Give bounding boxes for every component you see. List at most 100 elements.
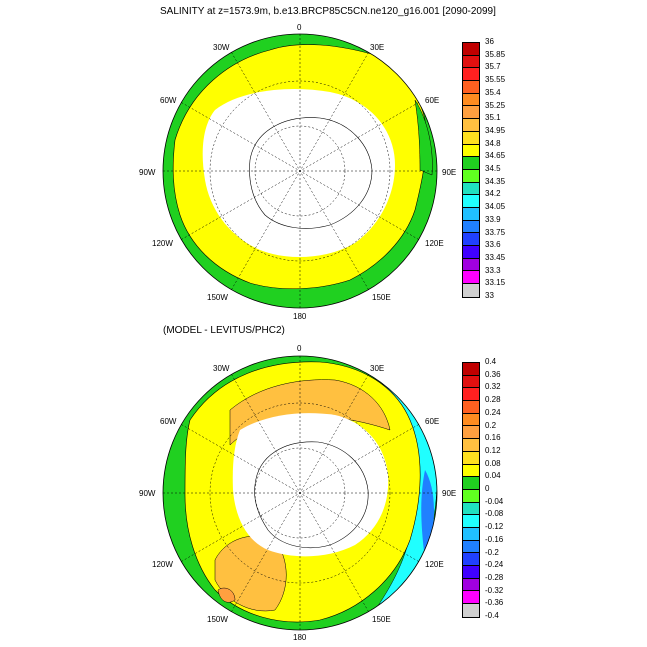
colorbar-cell <box>463 375 479 389</box>
colorbar-cell <box>463 271 479 285</box>
colorbar-label: 0.24 <box>485 407 501 417</box>
colorbar-cell <box>463 604 479 617</box>
colorbar-cell <box>463 502 479 516</box>
colorbar-label: 34.35 <box>485 176 506 186</box>
colorbar-cell <box>463 527 479 541</box>
colorbar-cell <box>463 93 479 107</box>
colorbar-cell <box>463 388 479 402</box>
colorbar-label: -0.16 <box>485 534 504 544</box>
colorbar-cell <box>463 451 479 465</box>
p1-lon-30e: 30E <box>370 43 384 52</box>
p1-lon-90w: 90W <box>139 168 156 177</box>
panel2-field <box>163 356 437 630</box>
colorbar-label: 35.55 <box>485 75 506 85</box>
p1-lon-30w: 30W <box>213 43 230 52</box>
p1-lon-0: 0 <box>297 23 302 32</box>
p2-lon-120w: 120W <box>152 560 173 569</box>
colorbar-cell <box>463 477 479 490</box>
colorbar-label: 36 <box>485 37 494 46</box>
colorbar-label: 35.85 <box>485 49 506 59</box>
panel1-title: SALINITY at z=1573.9m, b.e13.BRCP85C5CN.… <box>160 6 496 17</box>
colorbar-label: 0.08 <box>485 458 501 468</box>
p1-lon-120e: 120E <box>425 239 444 248</box>
colorbar-label: 0.2 <box>485 420 497 430</box>
colorbar-label: 0 <box>485 484 490 493</box>
colorbar-cell <box>463 144 479 158</box>
p1-lon-90e: 90E <box>442 168 456 177</box>
p2-lon-150e: 150E <box>372 615 391 624</box>
colorbar-label: -0.28 <box>485 572 504 582</box>
colorbar-label: -0.4 <box>485 611 499 620</box>
colorbar-cell <box>463 195 479 208</box>
colorbar-cell <box>463 515 479 528</box>
colorbar-label: 34.95 <box>485 125 506 135</box>
colorbar-cell <box>463 401 479 414</box>
panel2-graticule <box>163 356 437 630</box>
colorbar-label: 33.75 <box>485 227 506 237</box>
colorbar-label: 33.45 <box>485 252 506 262</box>
colorbar-label: -0.32 <box>485 585 504 595</box>
colorbar-label: 34.65 <box>485 151 506 161</box>
colorbar-label: 0.12 <box>485 445 501 455</box>
colorbar-cell <box>463 553 479 566</box>
colorbar-label: 35.25 <box>485 100 506 110</box>
colorbar-cell <box>463 131 479 145</box>
p2-lon-150w: 150W <box>207 615 228 624</box>
panel1-graticule <box>163 34 437 308</box>
colorbar-label: 34.05 <box>485 202 506 212</box>
colorbar-cell <box>463 566 479 579</box>
colorbar-label: 33.3 <box>485 265 501 275</box>
p2-lon-90w: 90W <box>139 489 156 498</box>
colorbar-label: 33.6 <box>485 240 501 250</box>
colorbar-cell <box>463 119 479 132</box>
p2-lon-60w: 60W <box>160 417 177 426</box>
colorbar-cell <box>463 43 479 56</box>
colorbar-label: -0.12 <box>485 522 504 532</box>
colorbar-label: 35.7 <box>485 62 501 72</box>
colorbar-label: 35.1 <box>485 113 501 123</box>
colorbar-label: -0.24 <box>485 560 504 570</box>
colorbar-label: 0.4 <box>485 357 497 366</box>
p2-lon-120e: 120E <box>425 560 444 569</box>
colorbar-cell <box>463 363 479 376</box>
colorbar-label: 34.2 <box>485 189 501 199</box>
panel2-colorbar <box>462 362 480 618</box>
colorbar-label: 33.9 <box>485 214 501 224</box>
p1-lon-120w: 120W <box>152 239 173 248</box>
p1-lon-150w: 150W <box>207 293 228 302</box>
colorbar-label: 33.15 <box>485 278 506 288</box>
p2-lon-30w: 30W <box>213 364 230 373</box>
colorbar-label: 0.36 <box>485 369 501 379</box>
colorbar-label: 0.16 <box>485 433 501 443</box>
colorbar-label: 0.32 <box>485 382 501 392</box>
colorbar-cell <box>463 591 479 605</box>
colorbar-cell <box>463 489 479 503</box>
colorbar-cell <box>463 169 479 183</box>
colorbar-label: -0.04 <box>485 496 504 506</box>
colorbar-label: -0.2 <box>485 547 499 557</box>
p1-lon-180: 180 <box>293 312 307 321</box>
colorbar-label: -0.36 <box>485 598 504 608</box>
p1-lon-60w: 60W <box>160 96 177 105</box>
p1-lon-60e: 60E <box>425 96 439 105</box>
colorbar-cell <box>463 439 479 452</box>
p2-lon-90e: 90E <box>442 489 456 498</box>
colorbar-cell <box>463 55 479 69</box>
colorbar-label: 0.04 <box>485 471 501 481</box>
colorbar-label: 35.4 <box>485 87 501 97</box>
colorbar-cell <box>463 464 479 478</box>
colorbar-cell <box>463 426 479 440</box>
panel1-colorbar <box>462 42 480 298</box>
colorbar-cell <box>463 233 479 246</box>
colorbar-label: 0.28 <box>485 395 501 405</box>
colorbar-cell <box>463 182 479 196</box>
p2-lon-60e: 60E <box>425 417 439 426</box>
p1-lon-150e: 150E <box>372 293 391 302</box>
colorbar-cell <box>463 220 479 234</box>
colorbar-cell <box>463 413 479 427</box>
colorbar-label: -0.08 <box>485 509 504 519</box>
colorbar-cell <box>463 157 479 170</box>
p2-lon-0: 0 <box>297 344 302 353</box>
colorbar-cell <box>463 68 479 82</box>
